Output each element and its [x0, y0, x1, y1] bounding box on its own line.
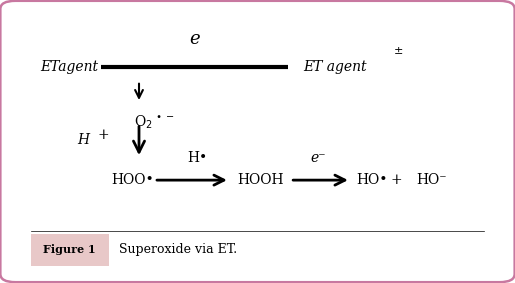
Text: HO•: HO• — [356, 173, 387, 187]
Text: Superoxide via ET.: Superoxide via ET. — [119, 243, 237, 256]
FancyBboxPatch shape — [30, 234, 109, 266]
Text: O$_2$$^{\,\bullet -}$: O$_2$$^{\,\bullet -}$ — [134, 114, 175, 131]
Text: +: + — [390, 173, 402, 187]
Text: e: e — [189, 31, 200, 48]
Text: HOOH: HOOH — [237, 173, 284, 187]
Text: e⁻: e⁻ — [310, 151, 326, 165]
Text: Figure 1: Figure 1 — [43, 245, 96, 256]
Text: ±: ± — [393, 46, 403, 56]
Text: H•: H• — [187, 151, 207, 165]
Text: H: H — [77, 133, 90, 147]
Text: HO⁻: HO⁻ — [416, 173, 447, 187]
Text: HOO•: HOO• — [111, 173, 154, 187]
Text: +: + — [98, 128, 110, 142]
Text: ET agent: ET agent — [303, 60, 367, 74]
Text: ETagent: ETagent — [41, 60, 99, 74]
